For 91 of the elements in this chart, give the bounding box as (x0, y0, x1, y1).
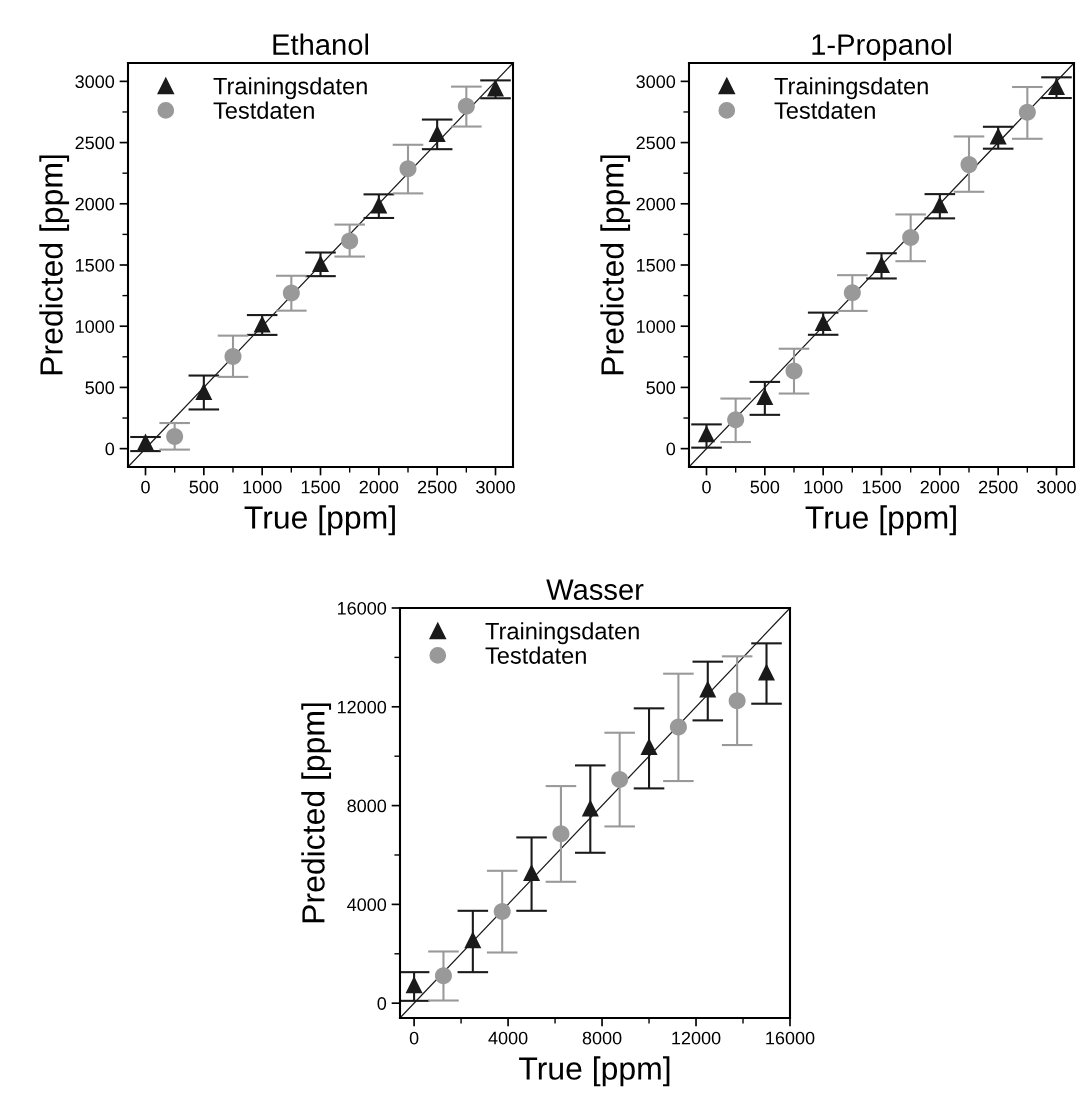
point (195, 382, 213, 400)
x-tick-label: 1000 (243, 480, 282, 494)
point (428, 125, 446, 143)
x-tick-label: 8000 (582, 1031, 622, 1045)
x-tick-label: 0 (702, 480, 711, 494)
point (136, 433, 155, 451)
point (728, 692, 746, 710)
point (902, 229, 920, 247)
y-tick-label: 1500 (637, 258, 676, 272)
x-tick-label: 3000 (1037, 480, 1076, 494)
chart-title: Ethanol (273, 33, 369, 55)
point (370, 196, 388, 214)
point (464, 931, 482, 949)
point (699, 680, 717, 698)
y-tick-label: 1500 (76, 258, 115, 272)
point (523, 863, 541, 881)
point (611, 770, 629, 788)
y-tick-label: 2500 (636, 136, 676, 150)
y-tick-label: 0 (666, 442, 676, 456)
y-tick-label: 0 (105, 442, 115, 456)
point (399, 160, 417, 178)
x-tick-label: 500 (189, 480, 219, 494)
chart-title: 1-Propanol (812, 33, 951, 61)
point (989, 127, 1007, 145)
point (311, 255, 330, 273)
point (493, 902, 511, 920)
point (697, 425, 716, 443)
legend-label: Testdaten (213, 101, 314, 119)
y-tick-label: 500 (646, 381, 676, 395)
legend-label: Testdaten (774, 101, 875, 119)
y-tick-label: 2000 (75, 197, 115, 211)
point (224, 348, 242, 366)
chart-title: Wasser (546, 579, 644, 600)
point (434, 967, 452, 985)
legend-label: Trainingsdaten (774, 77, 928, 100)
y-tick-label: 1000 (76, 320, 115, 333)
point (756, 388, 774, 406)
point (931, 196, 949, 214)
y-tick-label: 8000 (347, 799, 387, 813)
point (785, 362, 803, 380)
y-tick-label: 16000 (337, 601, 387, 615)
y-tick-label: 2000 (636, 197, 676, 211)
y-tick-label: 4000 (347, 898, 387, 912)
point (1047, 77, 1066, 95)
x-tick-label: 16000 (766, 1031, 815, 1045)
x-tick-label: 2500 (978, 480, 1018, 494)
x-tick-label: 2000 (359, 480, 399, 494)
point (486, 79, 505, 97)
x-tick-label: 2000 (920, 480, 960, 494)
point (843, 284, 861, 302)
point (405, 976, 423, 994)
x-tick-label: 1000 (804, 480, 843, 494)
x-axis-title: True [ppm] (519, 1056, 670, 1087)
legend-label: Trainingsdaten (485, 622, 639, 645)
x-tick-label: 2500 (417, 480, 457, 494)
y-tick-label: 2500 (75, 136, 115, 150)
point (872, 256, 891, 274)
x-tick-label: 12000 (672, 1031, 721, 1045)
point (814, 314, 832, 332)
y-axis-title: Predicted [ppm] (301, 703, 332, 923)
x-axis-title: True [ppm] (244, 505, 395, 536)
legend-label: Testdaten (485, 646, 586, 664)
y-tick-label: 0 (377, 997, 387, 1010)
point (727, 411, 745, 429)
y-tick-label: 12000 (337, 700, 387, 714)
x-tick-label: 0 (409, 1031, 419, 1045)
point (1018, 103, 1036, 121)
point (457, 97, 475, 115)
point (758, 663, 776, 681)
x-tick-label: 1500 (301, 480, 340, 494)
x-axis-title: True [ppm] (805, 505, 956, 536)
point (341, 232, 359, 250)
y-axis-title: Predicted [ppm] (39, 155, 70, 375)
point (166, 427, 184, 445)
point (282, 284, 300, 302)
x-tick-label: 1500 (862, 480, 901, 494)
point (552, 825, 570, 843)
x-tick-label: 0 (141, 480, 150, 494)
y-tick-label: 500 (85, 381, 115, 395)
y-tick-label: 1000 (637, 320, 676, 333)
y-tick-label: 3000 (636, 75, 676, 89)
y-tick-label: 3000 (75, 75, 115, 89)
y-axis-title: Predicted [ppm] (600, 155, 631, 375)
point (669, 718, 687, 736)
legend-label: Trainingsdaten (213, 77, 367, 100)
point (581, 799, 599, 817)
point (253, 315, 271, 333)
x-tick-label: 3000 (476, 480, 515, 494)
point (960, 156, 978, 174)
x-tick-label: 4000 (488, 1031, 528, 1045)
x-tick-label: 500 (750, 480, 780, 494)
